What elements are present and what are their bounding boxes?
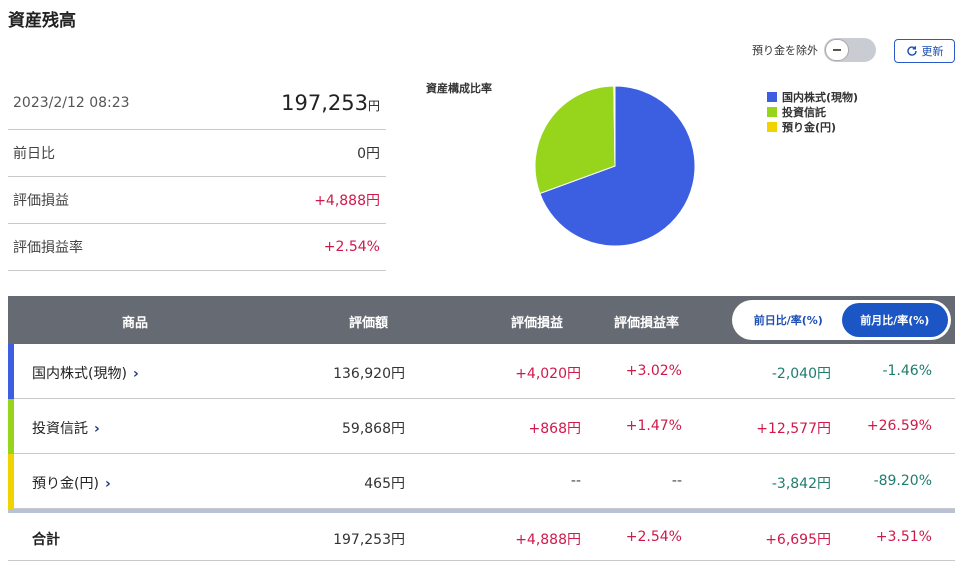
summary-total-value: 197,253円 (281, 90, 380, 115)
cell-pl: +4,020円 (515, 366, 581, 382)
total-label: 合計 (32, 532, 60, 548)
legend-swatch (767, 106, 777, 117)
cell-pl-rate: +3.02% (625, 363, 682, 379)
summary-value: +4,888円 (314, 193, 380, 209)
cell-pl-rate: -- (671, 473, 682, 489)
cell-change-rate: -89.20% (873, 473, 932, 489)
total-pl-rate: +2.54% (625, 529, 682, 545)
header-pl-rate: 評価損益率 (614, 316, 680, 331)
table-row: 投資信託 › 59,868円 +868円 +1.47% +12,577円 +26.… (8, 399, 955, 454)
exclude-deposit-label: 預り金を除外 (752, 44, 818, 57)
period-segmented-control: 前日比/率(%) 前月比/率(%) (732, 300, 951, 340)
product-link-deposit[interactable]: 預り金(円) › (32, 476, 111, 492)
cell-change: -2,040円 (771, 366, 831, 382)
summary-datetime: 2023/2/12 08:23 (13, 94, 130, 111)
monthly-change-tab[interactable]: 前月比/率(%) (841, 303, 948, 337)
pie-legend: 国内株式(現物) 投資信託 預り金(円) (767, 89, 858, 134)
pie-slice-1 (535, 86, 616, 195)
header-pl: 評価損益 (511, 316, 564, 331)
total-change: +6,695円 (765, 532, 831, 548)
summary-label: 前日比 (13, 146, 55, 162)
daily-change-tab[interactable]: 前日比/率(%) (753, 314, 823, 327)
cell-pl: -- (570, 473, 581, 489)
legend-item: 投資信託 (767, 104, 858, 119)
table-header: 商品 評価額 評価損益 評価損益率 前日比/率(%) 前月比/率(%) (8, 296, 955, 344)
table-row: 国内株式(現物) › 136,920円 +4,020円 +3.02% -2,040… (8, 344, 955, 399)
refresh-button[interactable]: 更新 (894, 39, 955, 63)
summary-value: 0円 (357, 146, 380, 162)
asset-allocation-pie-chart (535, 86, 695, 246)
summary-label: 評価損益 (13, 193, 69, 209)
summary-row-daychange: 前日比 0円 (8, 130, 386, 177)
row-color-bar (8, 399, 14, 454)
summary-panel: 2023/2/12 08:23 197,253円 前日比 0円 評価損益 +4,… (8, 76, 386, 271)
refresh-label: 更新 (921, 46, 944, 58)
cell-change-rate: -1.46% (882, 363, 932, 379)
cell-pl: +868円 (528, 421, 581, 437)
holdings-table: 商品 評価額 評価損益 評価損益率 前日比/率(%) 前月比/率(%) 国内株式… (8, 296, 955, 561)
summary-label: 評価損益率 (13, 240, 83, 256)
exclude-deposit-toggle[interactable] (824, 38, 876, 62)
cell-value: 59,868円 (342, 421, 405, 437)
legend-swatch (767, 91, 777, 102)
chevron-right-icon: › (104, 476, 111, 492)
summary-row-pl-rate: 評価損益率 +2.54% (8, 224, 386, 271)
legend-item: 預り金(円) (767, 119, 858, 134)
legend-item: 国内株式(現物) (767, 89, 858, 104)
pie-title: 資産構成比率 (426, 82, 492, 95)
product-link-domestic-stock[interactable]: 国内株式(現物) › (32, 366, 139, 382)
cell-pl-rate: +1.47% (625, 418, 682, 434)
total-value: 197,253円 (333, 532, 405, 548)
summary-row-pl: 評価損益 +4,888円 (8, 177, 386, 224)
total-change-rate: +3.51% (875, 529, 932, 545)
product-link-investment-trust[interactable]: 投資信託 › (32, 421, 100, 437)
cell-value: 465円 (364, 476, 405, 492)
cell-change: -3,842円 (771, 476, 831, 492)
summary-value: +2.54% (323, 239, 380, 255)
cell-change: +12,577円 (756, 421, 831, 437)
summary-total-row: 2023/2/12 08:23 197,253円 (8, 76, 386, 130)
refresh-icon (906, 46, 917, 56)
legend-swatch (767, 121, 777, 132)
chevron-right-icon: › (94, 421, 100, 437)
cell-value: 136,920円 (333, 366, 405, 382)
table-row: 預り金(円) › 465円 -- -- -3,842円 -89.20% (8, 454, 955, 509)
row-color-bar (8, 454, 14, 509)
row-color-bar (8, 344, 14, 399)
pie-slice-2 (613, 86, 616, 167)
exclude-deposit-toggle-group: 預り金を除外 (752, 38, 876, 62)
total-pl: +4,888円 (515, 532, 581, 548)
toggle-knob (825, 39, 849, 61)
header-value: 評価額 (349, 316, 389, 331)
header-product: 商品 (122, 316, 149, 331)
table-total-row: 合計 197,253円 +4,888円 +2.54% +6,695円 +3.51… (8, 509, 955, 561)
pie-slice-0 (539, 86, 695, 246)
chevron-right-icon: › (132, 366, 139, 382)
cell-change-rate: +26.59% (866, 418, 932, 434)
page-title: 資産残高 (8, 11, 76, 31)
